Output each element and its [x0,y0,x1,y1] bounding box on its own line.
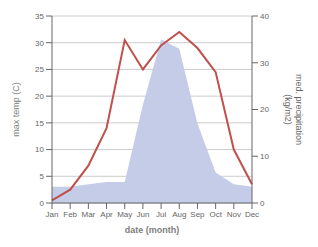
svg-text:25: 25 [35,65,44,74]
svg-text:Oct: Oct [209,210,222,219]
svg-text:0: 0 [40,199,45,208]
svg-text:Dec: Dec [245,210,259,219]
svg-text:Nov: Nov [227,210,241,219]
svg-text:10: 10 [35,145,44,154]
svg-text:Sep: Sep [190,210,205,219]
svg-text:0: 0 [260,199,265,208]
svg-text:30: 30 [260,59,269,68]
svg-text:30: 30 [35,39,44,48]
svg-text:15: 15 [35,119,44,128]
svg-text:Jun: Jun [136,210,149,219]
svg-text:5: 5 [40,172,45,181]
svg-text:max temp (C): max temp (C) [11,82,21,137]
svg-text:Aug: Aug [172,210,186,219]
svg-text:40: 40 [260,12,269,21]
svg-text:35: 35 [35,12,44,21]
svg-text:Feb: Feb [63,210,77,219]
svg-text:20: 20 [260,105,269,114]
svg-text:Jul: Jul [156,210,166,219]
svg-text:med. precipitation(kg/m2): med. precipitation(kg/m2) [283,74,304,145]
svg-text:20: 20 [35,92,44,101]
svg-text:date (month): date (month) [125,225,180,235]
svg-text:Mar: Mar [81,210,95,219]
svg-text:Jan: Jan [46,210,59,219]
svg-text:10: 10 [260,152,269,161]
svg-text:Apr: Apr [100,210,113,219]
svg-text:May: May [117,210,132,219]
